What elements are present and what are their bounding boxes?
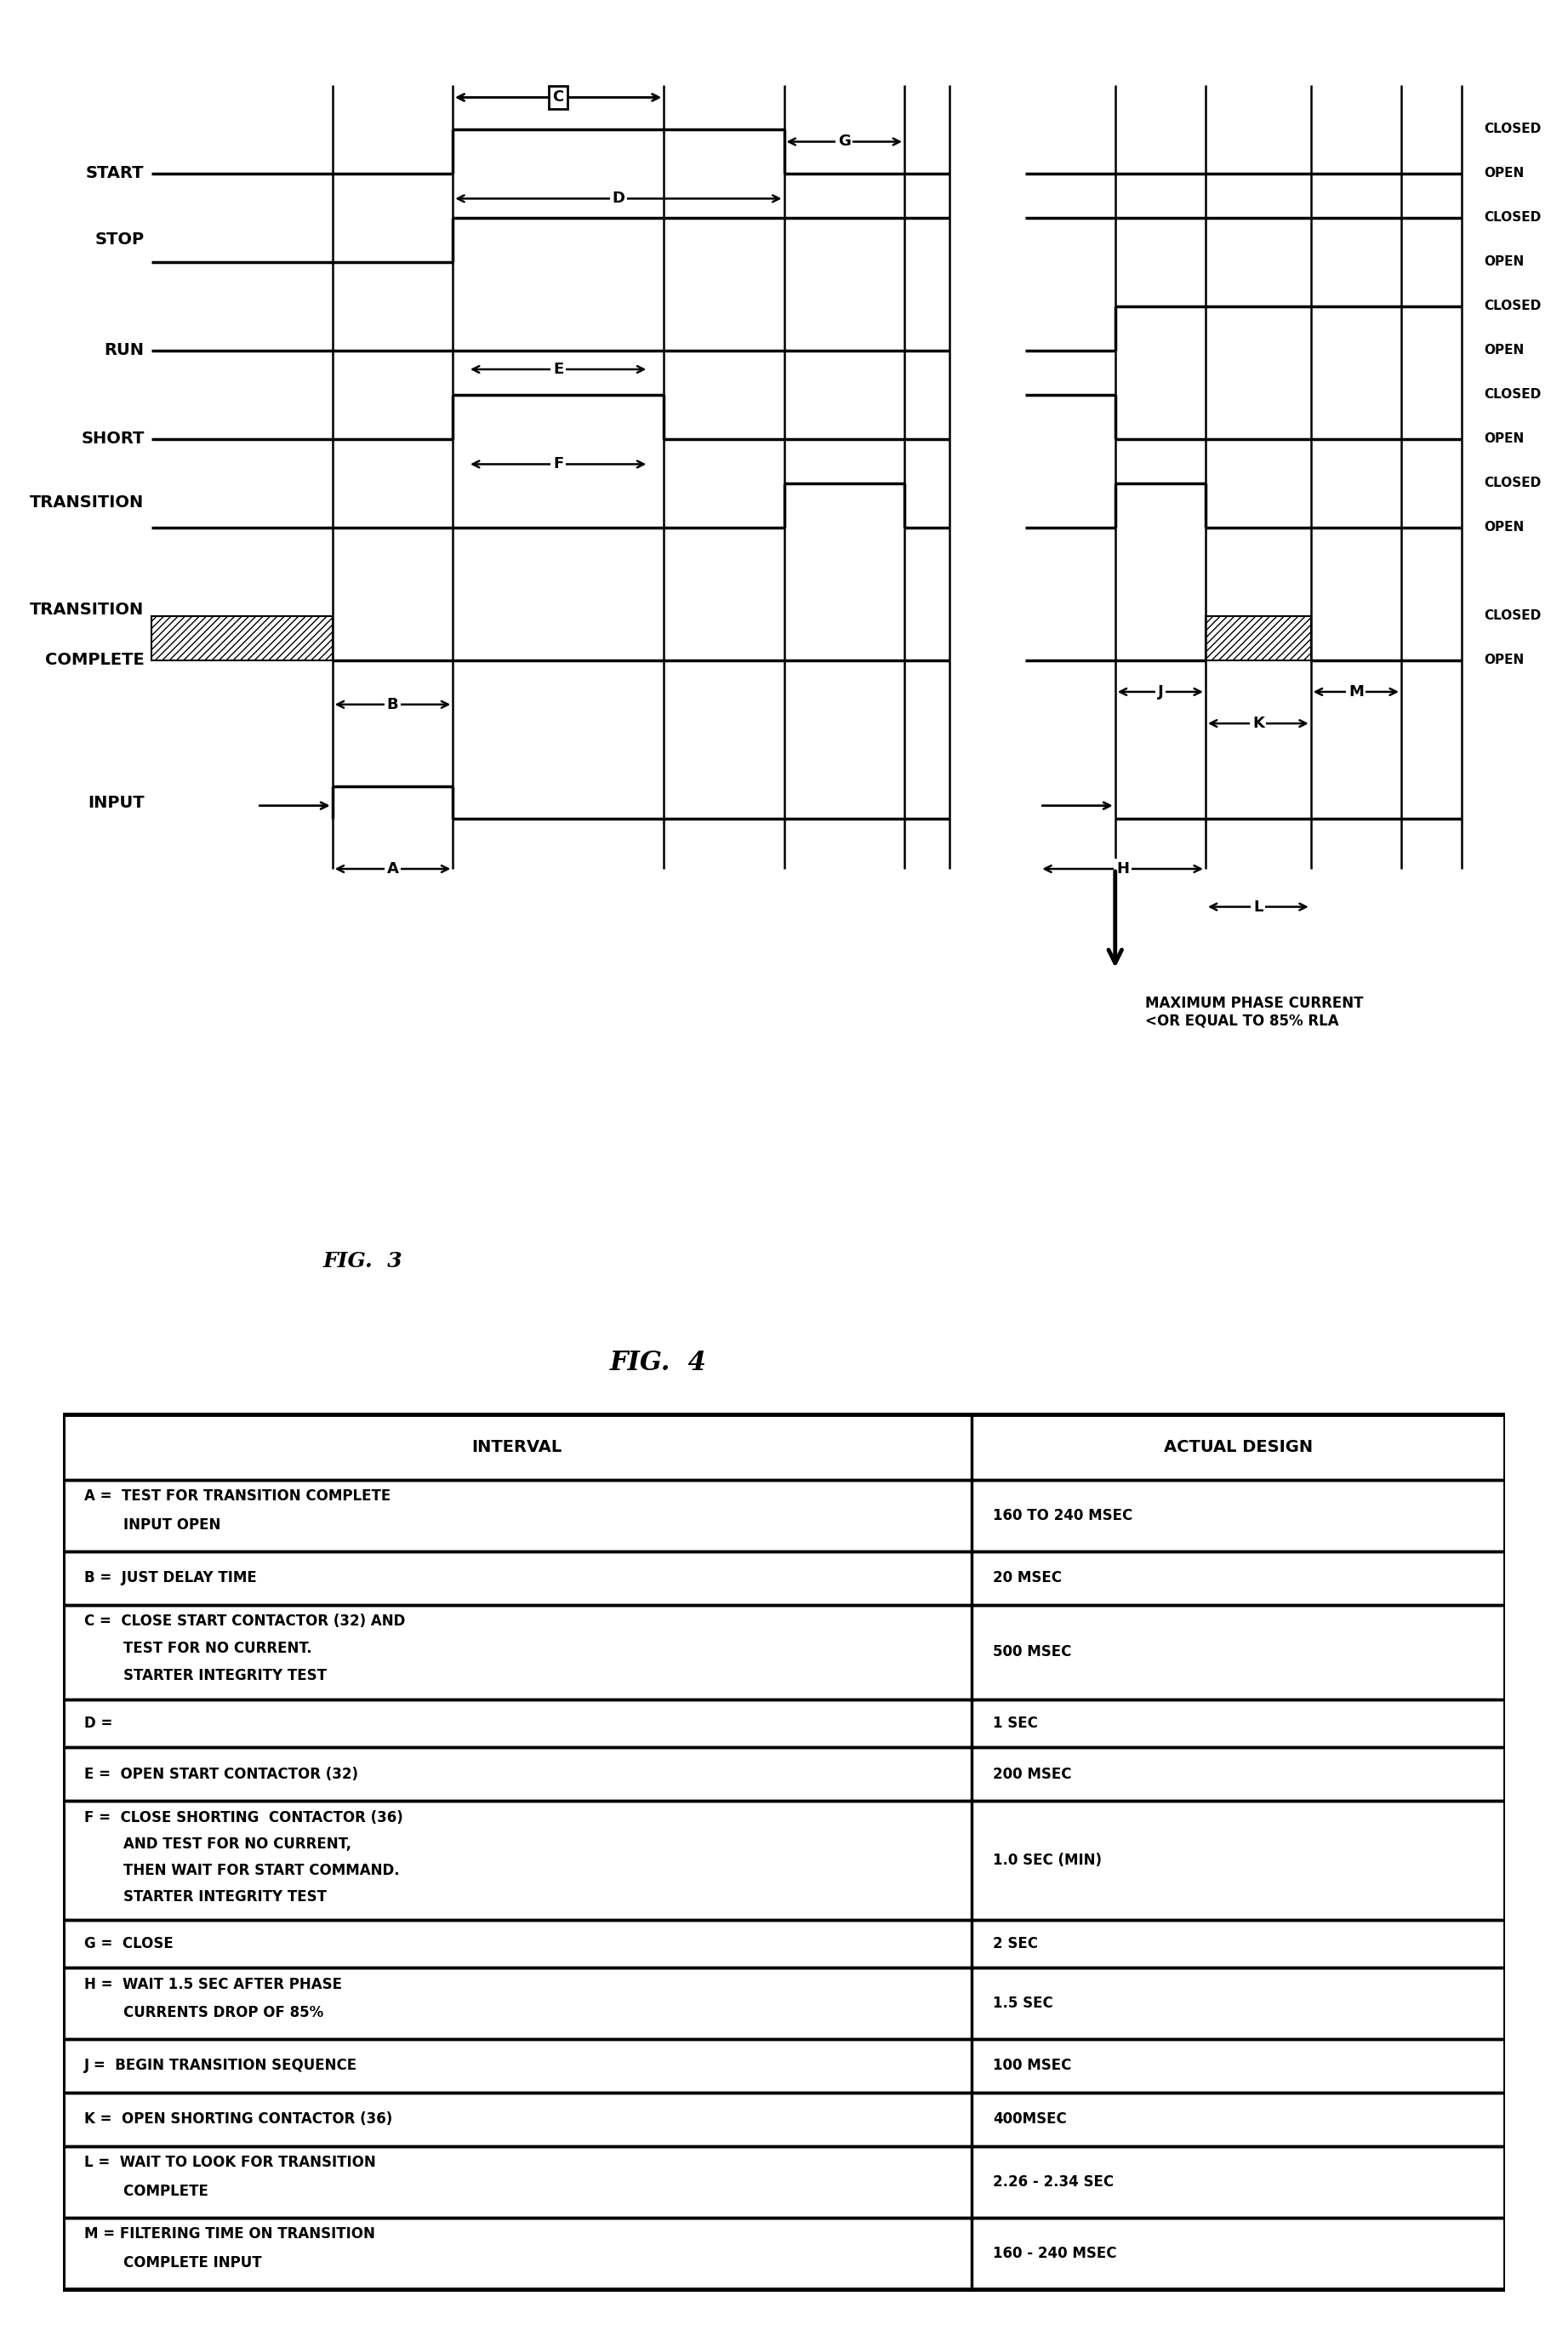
Text: F =  CLOSE SHORTING  CONTACTOR (36): F = CLOSE SHORTING CONTACTOR (36) [85, 1810, 403, 1824]
Text: M: M [1348, 684, 1364, 700]
Text: STARTER INTEGRITY TEST: STARTER INTEGRITY TEST [85, 1668, 326, 1684]
Text: STOP: STOP [94, 232, 144, 248]
Text: FIG.  4: FIG. 4 [610, 1349, 707, 1377]
Text: CLOSED: CLOSED [1483, 300, 1541, 311]
Text: C: C [552, 89, 564, 105]
Bar [63, 2040, 1505, 2091]
Bar [1206, 616, 1311, 660]
Text: 100 MSEC: 100 MSEC [993, 2059, 1073, 2073]
Text: TEST FOR NO CURRENT.: TEST FOR NO CURRENT. [85, 1642, 312, 1656]
Text: 1.0 SEC (MIN): 1.0 SEC (MIN) [993, 1853, 1102, 1869]
Text: TRANSITION: TRANSITION [30, 602, 144, 618]
Text: E =  OPEN START CONTACTOR (32): E = OPEN START CONTACTOR (32) [85, 1766, 359, 1782]
Text: AND TEST FOR NO CURRENT,: AND TEST FOR NO CURRENT, [85, 1836, 351, 1853]
Text: ACTUAL DESIGN: ACTUAL DESIGN [1163, 1438, 1312, 1454]
Text: 200 MSEC: 200 MSEC [993, 1766, 1073, 1782]
Text: OPEN: OPEN [1483, 433, 1524, 445]
Bar [63, 1550, 1505, 1604]
Text: K: K [1253, 717, 1264, 731]
Text: J =  BEGIN TRANSITION SEQUENCE: J = BEGIN TRANSITION SEQUENCE [85, 2059, 358, 2073]
Text: CLOSED: CLOSED [1483, 478, 1541, 489]
Text: CLOSED: CLOSED [1483, 389, 1541, 400]
Text: INTERVAL: INTERVAL [472, 1438, 563, 1454]
Text: 1 SEC: 1 SEC [993, 1717, 1038, 1731]
Text: M = FILTERING TIME ON TRANSITION: M = FILTERING TIME ON TRANSITION [85, 2227, 375, 2241]
Text: OPEN: OPEN [1483, 344, 1524, 356]
Text: INPUT: INPUT [88, 794, 144, 810]
Bar [63, 2218, 1505, 2288]
Bar [63, 1920, 1505, 1967]
Text: CLOSED: CLOSED [1483, 609, 1541, 623]
Text: 20 MSEC: 20 MSEC [993, 1569, 1062, 1586]
Text: C: C [552, 89, 564, 105]
Text: B =  JUST DELAY TIME: B = JUST DELAY TIME [85, 1569, 257, 1586]
Text: E: E [554, 361, 563, 377]
Text: CLOSED: CLOSED [1483, 122, 1541, 136]
Text: COMPLETE: COMPLETE [45, 651, 144, 667]
Text: 2 SEC: 2 SEC [993, 1937, 1038, 1951]
Text: H: H [1116, 862, 1129, 876]
Text: 400MSEC: 400MSEC [993, 2112, 1066, 2127]
Text: G: G [837, 133, 850, 150]
Text: D =: D = [85, 1717, 113, 1731]
Bar [63, 1801, 1505, 1920]
Text: A =  TEST FOR TRANSITION COMPLETE: A = TEST FOR TRANSITION COMPLETE [85, 1490, 390, 1504]
Bar [63, 1480, 1505, 1550]
Text: L =  WAIT TO LOOK FOR TRANSITION: L = WAIT TO LOOK FOR TRANSITION [85, 2155, 376, 2171]
Text: START: START [86, 166, 144, 180]
Bar [63, 1747, 1505, 1801]
Text: STARTER INTEGRITY TEST: STARTER INTEGRITY TEST [85, 1890, 326, 1904]
Text: 1.5 SEC: 1.5 SEC [993, 1995, 1054, 2012]
Bar [63, 1967, 1505, 2040]
Text: F: F [554, 457, 563, 471]
Bar [63, 2145, 1505, 2218]
Text: SHORT: SHORT [82, 431, 144, 447]
Text: 160 - 240 MSEC: 160 - 240 MSEC [993, 2246, 1116, 2260]
Text: FIG.  3: FIG. 3 [323, 1251, 403, 1272]
Text: L: L [1253, 899, 1262, 913]
Text: B: B [387, 698, 398, 712]
Text: 160 TO 240 MSEC: 160 TO 240 MSEC [993, 1508, 1134, 1522]
Text: CLOSED: CLOSED [1483, 211, 1541, 225]
Text: A: A [387, 862, 398, 876]
Text: TRANSITION: TRANSITION [30, 494, 144, 511]
Text: THEN WAIT FOR START COMMAND.: THEN WAIT FOR START COMMAND. [85, 1862, 400, 1878]
Text: H =  WAIT 1.5 SEC AFTER PHASE: H = WAIT 1.5 SEC AFTER PHASE [85, 1977, 342, 1993]
Text: K =  OPEN SHORTING CONTACTOR (36): K = OPEN SHORTING CONTACTOR (36) [85, 2112, 392, 2127]
Text: OPEN: OPEN [1483, 166, 1524, 180]
Text: G =  CLOSE: G = CLOSE [85, 1937, 174, 1951]
Text: CURRENTS DROP OF 85%: CURRENTS DROP OF 85% [85, 2005, 323, 2021]
Bar [63, 2091, 1505, 2145]
Text: 500 MSEC: 500 MSEC [993, 1644, 1073, 1660]
Text: OPEN: OPEN [1483, 653, 1524, 667]
Text: COMPLETE: COMPLETE [85, 2183, 209, 2199]
Text: MAXIMUM PHASE CURRENT
<OR EQUAL TO 85% RLA: MAXIMUM PHASE CURRENT <OR EQUAL TO 85% R… [1145, 995, 1364, 1028]
Bar [63, 1604, 1505, 1700]
Text: J: J [1157, 684, 1163, 700]
Text: C =  CLOSE START CONTACTOR (32) AND: C = CLOSE START CONTACTOR (32) AND [85, 1614, 406, 1630]
Bar [152, 616, 332, 660]
Text: 2.26 - 2.34 SEC: 2.26 - 2.34 SEC [993, 2173, 1115, 2190]
Bar [63, 1415, 1505, 1480]
Text: RUN: RUN [103, 342, 144, 358]
Text: OPEN: OPEN [1483, 255, 1524, 269]
Text: COMPLETE INPUT: COMPLETE INPUT [85, 2255, 262, 2269]
Text: OPEN: OPEN [1483, 520, 1524, 534]
Text: D: D [612, 192, 624, 206]
Text: INPUT OPEN: INPUT OPEN [85, 1518, 221, 1532]
Bar [63, 1700, 1505, 1747]
